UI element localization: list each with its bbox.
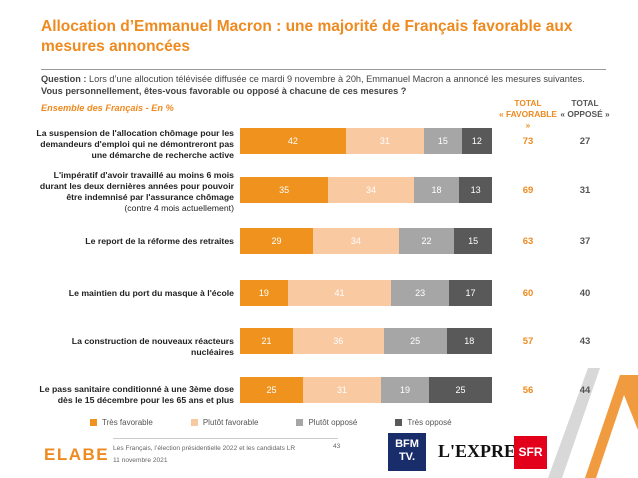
question-prefix: Question : — [41, 74, 89, 84]
total-favorable-header: TOTAL « FAVORABLE » — [496, 98, 560, 131]
bar-row-1: 42 31 15 12 — [240, 128, 492, 154]
footer-divider — [113, 438, 338, 439]
category-label-4: Le maintien du port du masque à l'école — [68, 288, 234, 298]
total-oppose-value: 40 — [579, 288, 591, 299]
category-label-2-main: L'impératif d'avoir travaillé au moins 6… — [39, 170, 234, 202]
legend-swatch — [395, 419, 403, 426]
total-oppose-value: 43 — [579, 336, 591, 347]
bar-segment-plut-t-oppos-: 23 — [391, 280, 450, 306]
bar-segment-tr-s-oppos-: 12 — [461, 128, 492, 154]
question-body: Lors d’une allocution télévisée diffusée… — [88, 74, 585, 84]
category-label-5: La construction de nouveaux réacteurs nu… — [71, 336, 234, 357]
legend-swatch — [296, 419, 304, 426]
bar-segment-plut-t-oppos-: 19 — [381, 377, 429, 403]
lexpress-logo: L'EXPRESS — [438, 441, 537, 461]
total-oppose-value: 27 — [579, 136, 591, 147]
bar-segment-tr-s-oppos-: 15 — [454, 228, 492, 254]
legend-swatch — [190, 419, 198, 426]
category-label-2-sub: (contre 4 mois actuellement) — [124, 203, 234, 213]
legend-swatch — [90, 419, 97, 426]
total-favorable-header-line1: TOTAL — [514, 98, 542, 108]
legend-label: Très favorable — [102, 418, 153, 427]
category-label-2: L'impératif d'avoir travaillé au moins 6… — [34, 170, 234, 214]
total-oppose-header: TOTAL « OPPOSÉ » — [560, 98, 610, 120]
bar-segment-plut-t-oppos-: 15 — [423, 128, 462, 154]
category-label-6: Le pass sanitaire conditionné à une 3ème… — [39, 384, 234, 405]
bar-segment-tr-s-favorable: 25 — [240, 377, 303, 403]
legend-item-plutot-favorable: Plutôt favorable — [190, 418, 259, 427]
sfr-logo: SFR — [514, 436, 547, 469]
bar-segment-tr-s-favorable: 29 — [240, 228, 314, 254]
legend-label: Très opposé — [407, 418, 452, 427]
total-oppose-header-line2: « OPPOSÉ » — [560, 109, 610, 119]
bar-segment-plut-t-favorable: 31 — [303, 377, 382, 403]
bar-row-5: 21 36 25 18 — [240, 328, 492, 354]
total-oppose-value: 44 — [579, 385, 591, 396]
total-favorable-header-line2: « FAVORABLE » — [498, 109, 557, 130]
bar-row-3: 29 34 22 15 — [240, 228, 492, 254]
question-text: Question : Lors d’une allocution télévis… — [41, 73, 601, 97]
question-bold: Vous personnellement, êtes-vous favorabl… — [41, 86, 407, 96]
bar-segment-tr-s-favorable: 21 — [240, 328, 293, 354]
legend-item-tres-favorable: Très favorable — [90, 418, 153, 427]
bar-row-4: 19 41 23 17 — [240, 280, 492, 306]
legend-item-tres-oppose: Très opposé — [395, 418, 452, 427]
total-favorable-value: 63 — [522, 236, 534, 247]
bar-segment-plut-t-favorable: 36 — [292, 328, 384, 354]
total-oppose-value: 37 — [579, 236, 591, 247]
legend-label: Plutôt favorable — [202, 418, 259, 427]
page-title: Allocation d’Emmanuel Macron : une major… — [41, 18, 573, 55]
legend-label: Plutôt opposé — [308, 418, 358, 427]
total-favorable-value: 73 — [522, 136, 534, 147]
category-label-1: La suspension de l'allocation chômage po… — [36, 128, 234, 160]
bar-row-6: 25 31 19 25 — [240, 377, 492, 403]
chart-legend: Très favorable Plutôt favorable Plutôt o… — [90, 418, 490, 427]
bar-segment-tr-s-favorable: 35 — [240, 177, 329, 203]
total-favorable-value: 60 — [522, 288, 534, 299]
bar-segment-plut-t-oppos-: 18 — [413, 177, 460, 203]
elabe-logo: ELABE — [44, 445, 110, 464]
legend-item-plutot-oppose: Plutôt opposé — [296, 418, 357, 427]
bar-segment-tr-s-oppos-: 18 — [446, 328, 492, 354]
chart-subtitle: Ensemble des Français - En % — [41, 103, 174, 113]
total-favorable-value: 56 — [522, 385, 534, 396]
total-oppose-value: 31 — [579, 185, 591, 196]
total-favorable-value: 69 — [522, 185, 534, 196]
bfmtv-logo-line2: TV. — [398, 451, 416, 463]
page-number: 43 — [333, 443, 341, 450]
title-divider — [41, 69, 606, 70]
bar-segment-tr-s-oppos-: 13 — [459, 177, 492, 203]
bar-segment-plut-t-oppos-: 25 — [383, 328, 447, 354]
footer-text: Les Français, l’élection présidentielle … — [113, 443, 295, 467]
bar-segment-tr-s-oppos-: 17 — [449, 280, 492, 306]
bar-segment-plut-t-favorable: 31 — [345, 128, 424, 154]
bar-segment-plut-t-favorable: 34 — [313, 228, 399, 254]
bar-segment-tr-s-favorable: 42 — [240, 128, 346, 154]
category-label-3: Le report de la réforme des retraites — [85, 236, 234, 246]
bar-segment-plut-t-oppos-: 22 — [398, 228, 455, 254]
footer-study-title: Les Français, l’élection présidentielle … — [113, 445, 296, 452]
total-favorable-value: 57 — [522, 336, 534, 347]
total-oppose-header-line1: TOTAL — [571, 98, 599, 108]
bar-segment-tr-s-oppos-: 25 — [428, 377, 492, 403]
bar-segment-tr-s-favorable: 19 — [240, 280, 288, 306]
bar-segment-plut-t-favorable: 41 — [287, 280, 392, 306]
bfmtv-logo: BFM TV. — [388, 433, 426, 471]
bfmtv-logo-line1: BFM — [395, 438, 419, 450]
bar-row-2: 35 34 18 13 — [240, 177, 492, 203]
bar-segment-plut-t-favorable: 34 — [328, 177, 414, 203]
footer-date: 11 novembre 2021 — [113, 457, 168, 464]
